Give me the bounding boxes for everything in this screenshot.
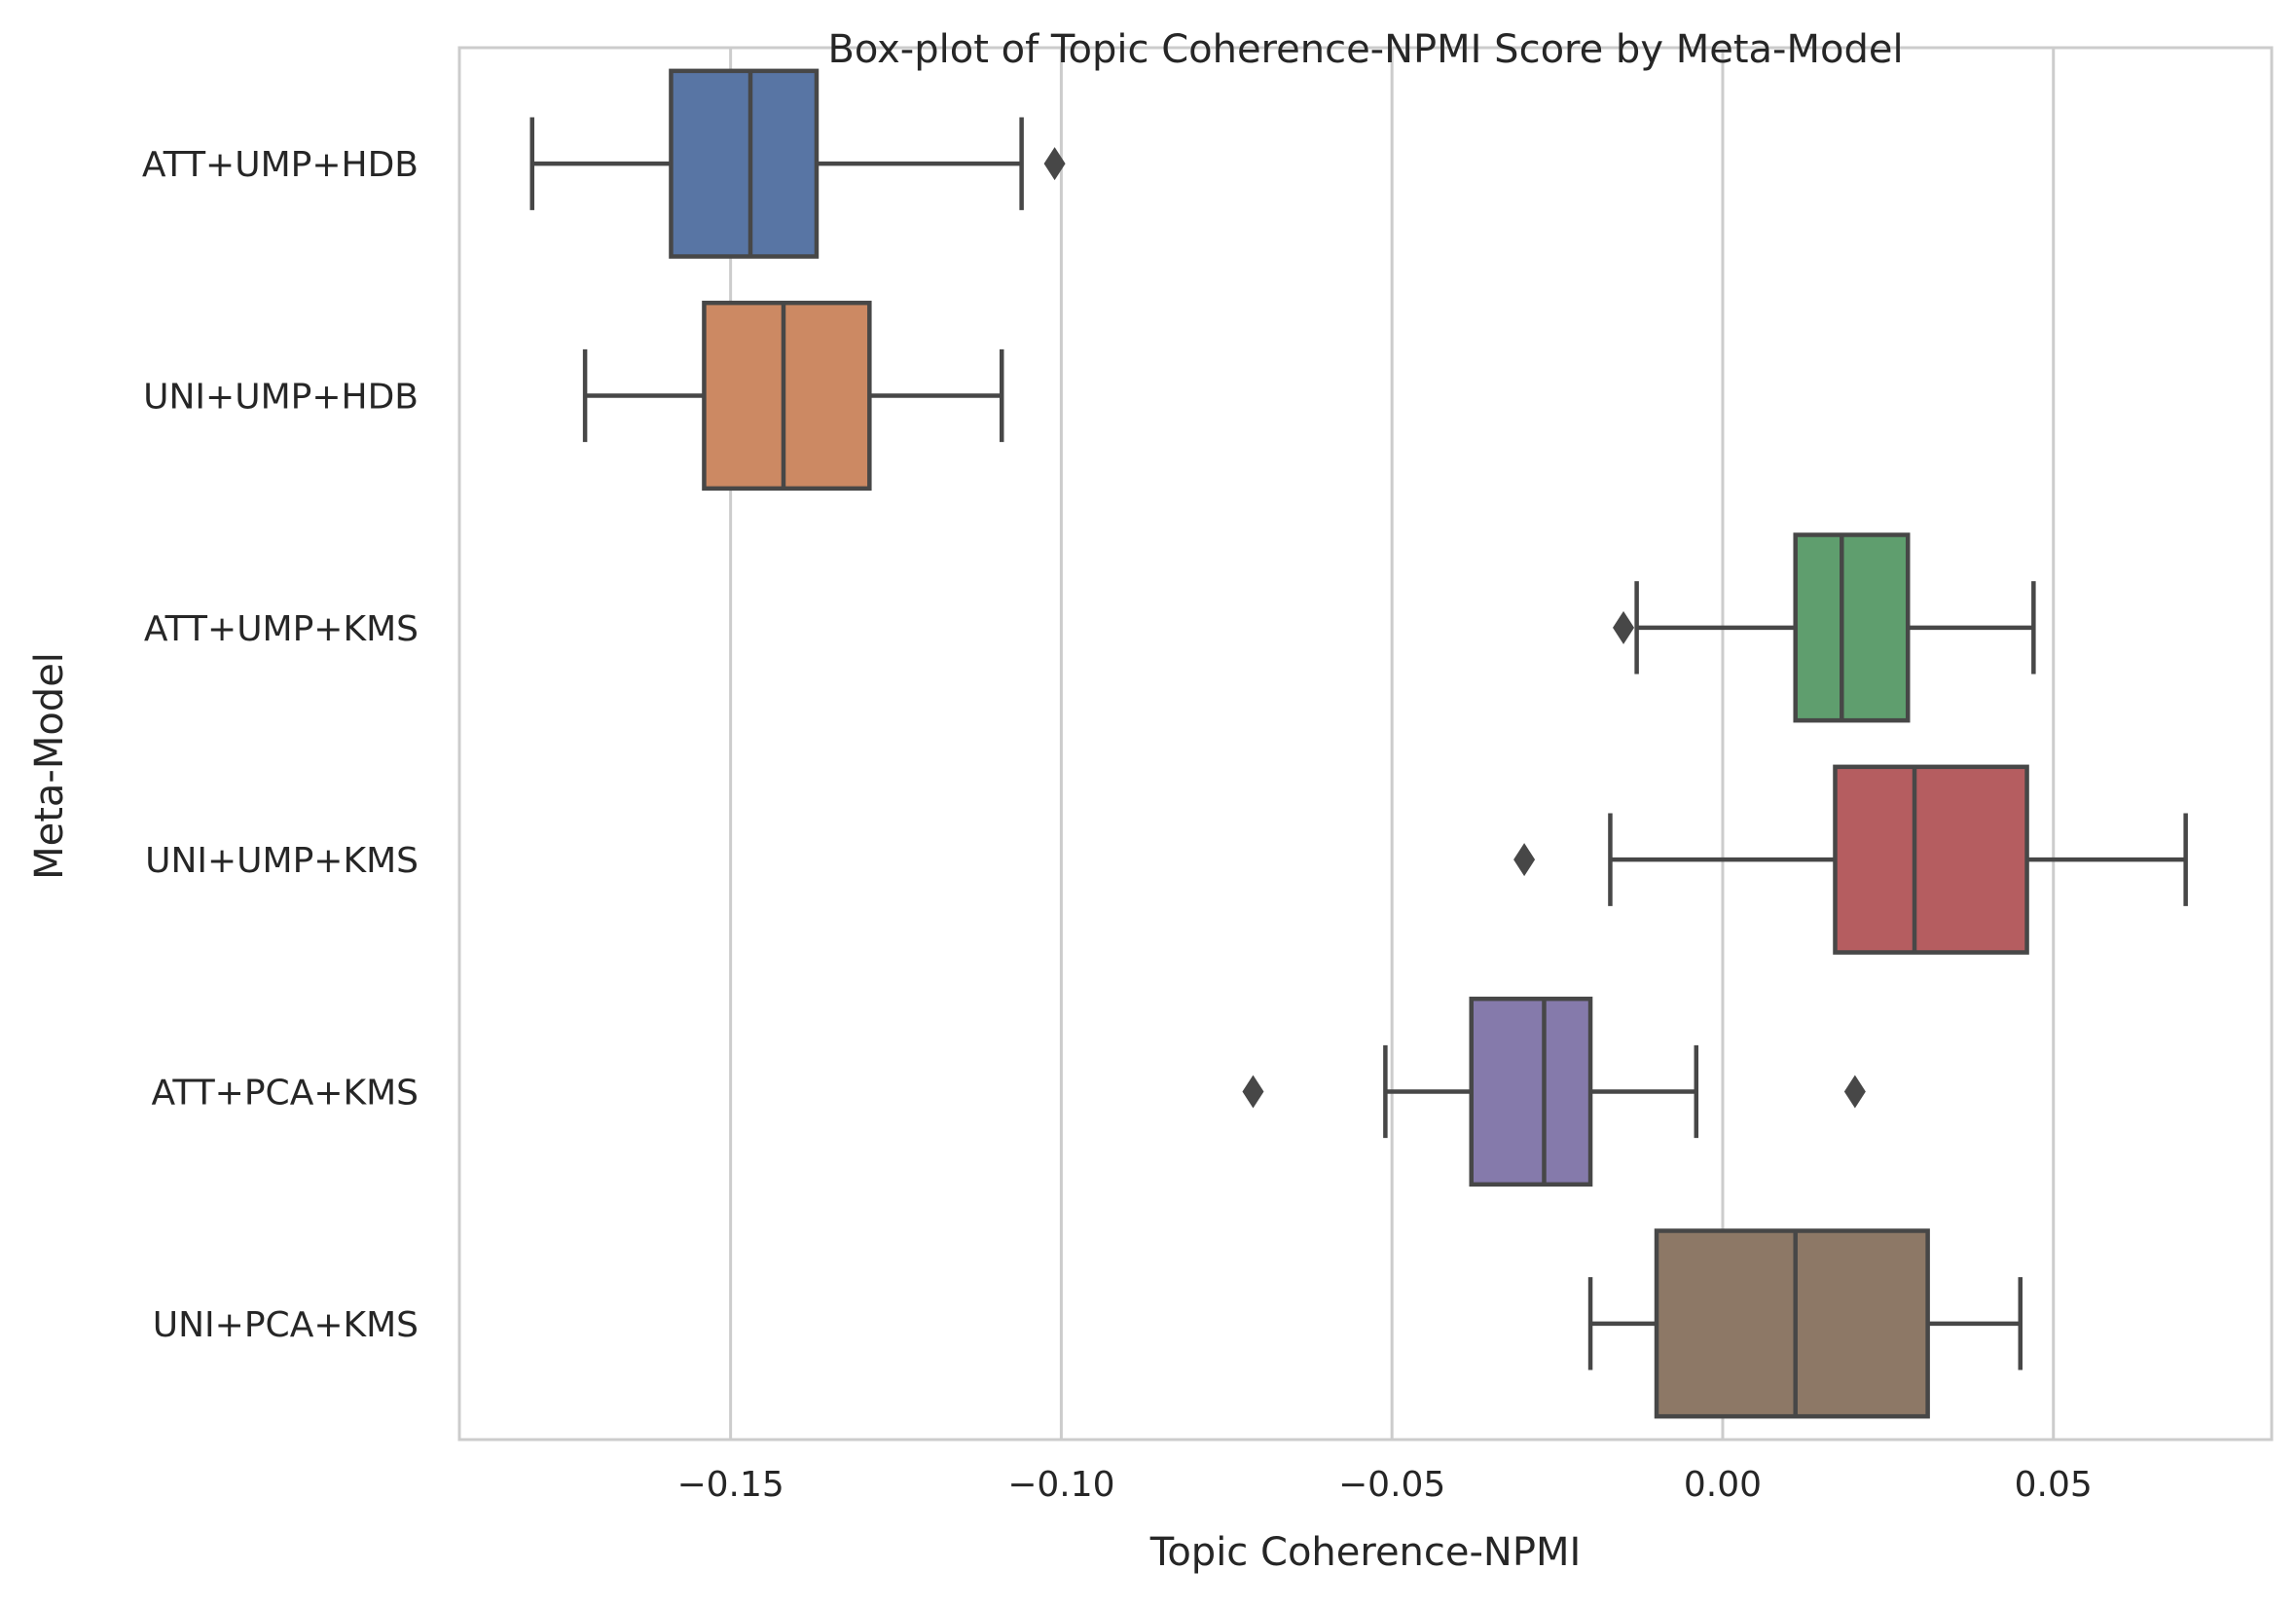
iqr-box <box>1793 532 1911 723</box>
box-group <box>1613 532 2036 723</box>
plot-frame <box>457 46 2274 1442</box>
box-group <box>1587 1228 2023 1419</box>
x-tick-label: −0.05 <box>1338 1465 1445 1505</box>
outlier-point <box>1242 1075 1264 1109</box>
box-group <box>1242 996 1866 1187</box>
box-group <box>529 68 1066 259</box>
iqr-box <box>1469 996 1593 1187</box>
outlier-point <box>1513 843 1536 877</box>
gridlines <box>729 48 2056 1440</box>
outlier-point <box>1843 1075 1866 1109</box>
x-tick-labels: −0.15 −0.10 −0.05 0.00 0.05 <box>676 1465 2092 1505</box>
y-tick-label: ATT+UMP+HDB <box>142 145 419 185</box>
chart-title: Box-plot of Topic Coherence-NPMI Score b… <box>827 27 1903 72</box>
y-tick-labels: ATT+UMP+HDB UNI+UMP+HDB ATT+UMP+KMS UNI+UMP… <box>142 145 419 1345</box>
y-tick-label: UNI+UMP+HDB <box>143 378 419 418</box>
x-tick-label: −0.15 <box>676 1465 784 1505</box>
y-tick-label: ATT+PCA+KMS <box>152 1074 419 1114</box>
outlier-point <box>1613 610 1635 644</box>
iqr-box <box>1654 1228 1930 1419</box>
boxes <box>529 68 2188 1419</box>
box-group <box>582 300 1004 492</box>
iqr-box <box>669 68 820 259</box>
x-tick-label: 0.05 <box>2015 1465 2093 1505</box>
y-tick-label: UNI+UMP+KMS <box>145 841 419 881</box>
y-tick-label: ATT+UMP+KMS <box>144 609 419 649</box>
y-axis-label: Meta-Model <box>27 652 72 880</box>
outlier-point <box>1043 147 1066 181</box>
y-tick-label: UNI+PCA+KMS <box>153 1305 419 1345</box>
iqr-box <box>1833 764 2029 955</box>
iqr-box <box>702 300 872 492</box>
x-axis-label: Topic Coherence-NPMI <box>1149 1530 1582 1575</box>
box-group <box>1513 764 2188 955</box>
x-tick-label: 0.00 <box>1684 1465 1762 1505</box>
x-tick-label: −0.10 <box>1007 1465 1114 1505</box>
